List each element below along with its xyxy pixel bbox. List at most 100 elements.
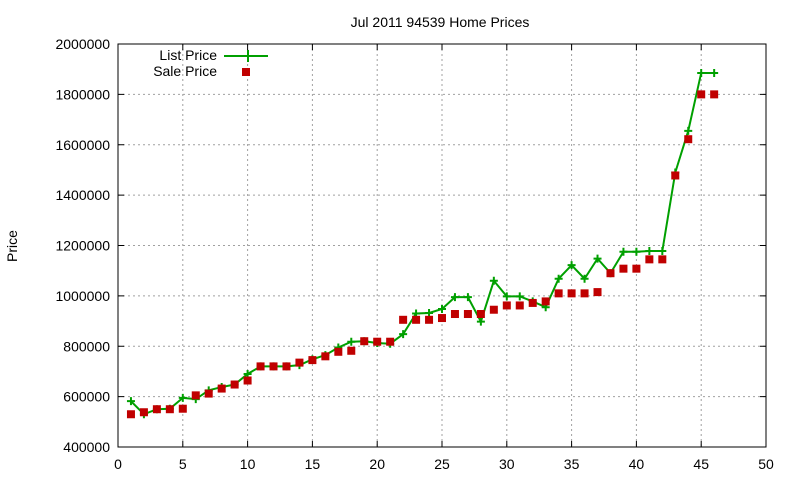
legend-marker-sale-price bbox=[242, 68, 250, 76]
data-point-plus bbox=[489, 276, 498, 285]
y-tick-label: 800000 bbox=[63, 338, 110, 354]
x-tick-label: 30 bbox=[499, 456, 515, 472]
data-point-square bbox=[191, 391, 200, 400]
data-point-square bbox=[321, 352, 330, 361]
data-point-square bbox=[295, 358, 304, 367]
data-point-square bbox=[684, 135, 693, 144]
y-tick-label: 2000000 bbox=[55, 36, 110, 52]
data-point-square bbox=[671, 171, 680, 180]
data-point-square bbox=[178, 404, 187, 413]
data-point-square bbox=[528, 298, 537, 307]
data-point-square bbox=[463, 310, 472, 319]
data-point-plus bbox=[658, 247, 667, 256]
data-point-square bbox=[502, 301, 511, 310]
data-point-square bbox=[515, 301, 524, 310]
data-point-square bbox=[126, 410, 135, 419]
data-point-plus bbox=[567, 261, 576, 270]
data-point-square bbox=[217, 384, 226, 393]
data-point-square bbox=[554, 289, 563, 298]
data-point-square bbox=[489, 305, 498, 314]
x-tick-label: 25 bbox=[434, 456, 450, 472]
x-tick-label: 15 bbox=[305, 456, 321, 472]
data-point-square bbox=[606, 269, 615, 278]
data-point-square bbox=[710, 90, 719, 99]
data-point-plus bbox=[425, 309, 434, 318]
y-axis-tick-labels: 400000 600000 800000 1000000 1200000 1400000 1… bbox=[55, 36, 110, 455]
legend-label-list-price: List Price bbox=[159, 47, 217, 63]
data-point-square bbox=[360, 337, 369, 346]
data-series bbox=[126, 68, 719, 419]
y-tick-label: 1800000 bbox=[55, 86, 110, 102]
data-point-square bbox=[334, 347, 343, 356]
data-point-plus bbox=[580, 274, 589, 283]
data-point-square bbox=[438, 314, 446, 323]
data-point-plus bbox=[684, 126, 693, 135]
data-point-square bbox=[567, 289, 576, 298]
data-point-plus bbox=[554, 274, 563, 283]
data-point-square bbox=[450, 310, 459, 319]
data-point-plus bbox=[476, 317, 485, 326]
data-point-square bbox=[425, 315, 434, 324]
data-point-plus bbox=[450, 293, 459, 302]
x-tick-label: 5 bbox=[179, 456, 187, 472]
series-sale-price bbox=[126, 90, 719, 419]
data-point-plus bbox=[399, 330, 408, 339]
data-point-square bbox=[412, 315, 421, 324]
y-tick-label: 1400000 bbox=[55, 187, 110, 203]
x-tick-label: 35 bbox=[564, 456, 580, 472]
data-point-square bbox=[399, 315, 408, 324]
x-tick-label: 20 bbox=[369, 456, 385, 472]
data-point-square bbox=[282, 362, 291, 371]
data-point-plus bbox=[515, 292, 524, 301]
data-point-square bbox=[139, 408, 148, 417]
data-point-square bbox=[204, 389, 213, 398]
y-tick-label: 400000 bbox=[63, 439, 110, 455]
data-point-square bbox=[697, 90, 706, 99]
data-point-square bbox=[593, 288, 602, 297]
data-point-square bbox=[373, 337, 382, 346]
data-point-square bbox=[308, 356, 317, 365]
data-point-square bbox=[632, 264, 641, 273]
x-axis-tick-labels: 0 5 10 15 20 25 30 35 40 45 50 bbox=[114, 456, 774, 472]
data-point-square bbox=[243, 376, 252, 385]
series-line bbox=[130, 71, 715, 416]
data-point-square bbox=[580, 289, 589, 298]
data-point-square bbox=[541, 297, 550, 306]
legend-label-sale-price: Sale Price bbox=[153, 63, 217, 79]
data-point-plus bbox=[502, 292, 511, 301]
legend-marker-list-price bbox=[242, 50, 254, 62]
data-point-plus bbox=[632, 247, 641, 256]
x-tick-label: 45 bbox=[693, 456, 709, 472]
axis-ticks bbox=[117, 43, 767, 448]
data-point-plus bbox=[126, 397, 135, 406]
x-tick-label: 10 bbox=[240, 456, 256, 472]
chart-title: Jul 2011 94539 Home Prices bbox=[351, 14, 530, 30]
series-list-price bbox=[126, 68, 719, 419]
data-point-plus bbox=[710, 68, 719, 77]
data-point-plus bbox=[593, 254, 602, 263]
data-point-square bbox=[476, 310, 485, 319]
data-point-square bbox=[152, 405, 161, 414]
y-tick-label: 600000 bbox=[63, 389, 110, 405]
data-point-square bbox=[256, 362, 265, 371]
data-point-square bbox=[658, 255, 667, 264]
x-tick-label: 0 bbox=[114, 456, 122, 472]
data-point-plus bbox=[347, 337, 356, 346]
y-tick-label: 1000000 bbox=[55, 288, 110, 304]
data-point-square bbox=[619, 264, 628, 273]
y-tick-label: 1200000 bbox=[55, 238, 110, 254]
data-point-square bbox=[230, 380, 239, 389]
y-axis-label: Price bbox=[4, 230, 20, 262]
data-point-plus bbox=[645, 247, 654, 256]
x-tick-label: 50 bbox=[758, 456, 774, 472]
data-point-plus bbox=[463, 293, 472, 302]
data-point-plus bbox=[438, 304, 446, 313]
y-tick-label: 1600000 bbox=[55, 137, 110, 153]
grid-lines bbox=[118, 44, 766, 447]
legend: List Price Sale Price bbox=[153, 47, 268, 79]
data-point-square bbox=[165, 405, 174, 414]
data-point-square bbox=[386, 337, 395, 346]
data-point-square bbox=[269, 362, 278, 371]
data-point-square bbox=[347, 346, 356, 355]
